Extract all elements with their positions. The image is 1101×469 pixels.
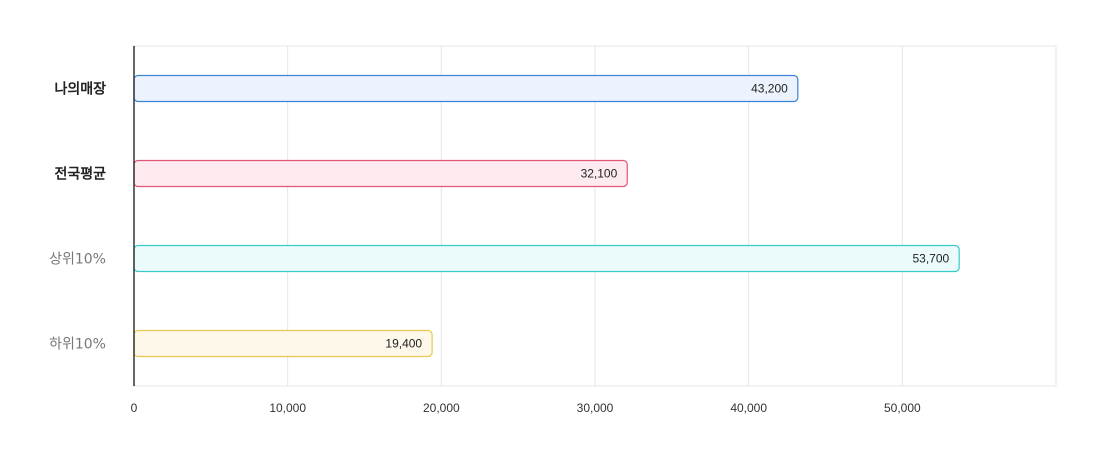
bar-value-label: 43,200: [751, 82, 788, 96]
category-label: 하위10%: [49, 337, 106, 353]
category-label: 나의매장: [54, 81, 106, 98]
bar: [133, 159, 628, 188]
x-tick-label: 10,000: [269, 401, 306, 415]
x-tick-label: 0: [131, 401, 138, 415]
bar: [133, 244, 960, 273]
bar-value-label: 32,100: [581, 167, 618, 181]
bar-value-label: 19,400: [385, 337, 422, 351]
x-tick-label: 50,000: [884, 401, 921, 415]
x-tick-label: 20,000: [423, 401, 460, 415]
x-tick-label: 40,000: [730, 401, 767, 415]
category-label: 상위10%: [49, 252, 106, 268]
category-label: 전국평균: [54, 166, 106, 183]
bar-value-label: 53,700: [912, 252, 949, 266]
bar: [133, 74, 799, 103]
x-tick-label: 30,000: [577, 401, 614, 415]
